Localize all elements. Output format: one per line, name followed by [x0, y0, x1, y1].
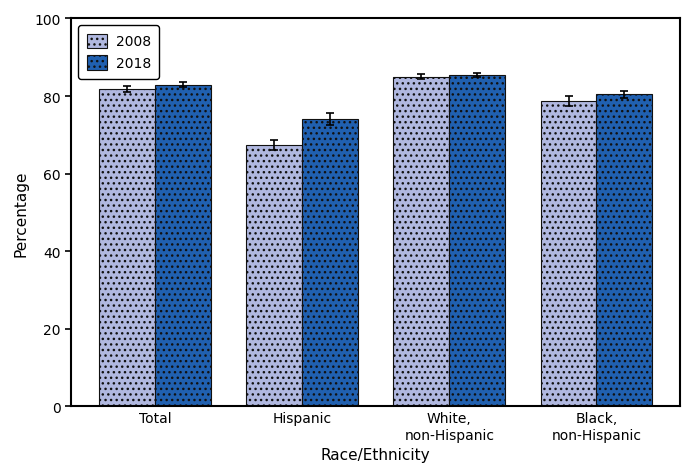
Bar — [302, 119, 358, 407]
Bar — [393, 78, 449, 407]
Bar — [597, 95, 652, 407]
Bar — [155, 86, 211, 407]
Y-axis label: Percentage: Percentage — [14, 170, 29, 256]
Bar — [449, 76, 505, 407]
Bar — [99, 90, 155, 407]
Legend: 2008, 2018: 2008, 2018 — [78, 26, 159, 79]
X-axis label: Race/Ethnicity: Race/Ethnicity — [321, 447, 430, 462]
Bar — [541, 102, 597, 407]
Bar — [246, 146, 302, 407]
